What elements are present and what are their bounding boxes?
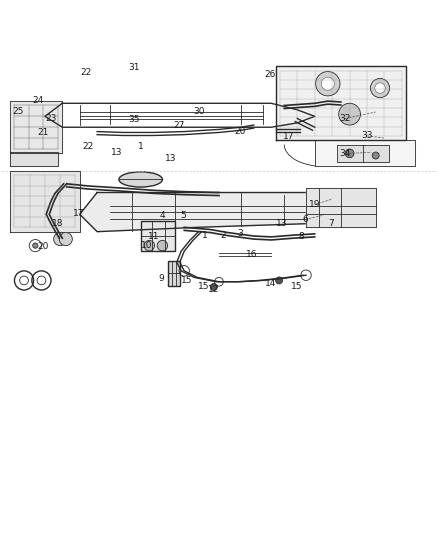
- Circle shape: [371, 78, 390, 98]
- Text: 33: 33: [361, 132, 373, 140]
- Polygon shape: [276, 66, 406, 140]
- Text: 19: 19: [309, 200, 321, 209]
- Text: 31: 31: [128, 63, 140, 72]
- Text: 13: 13: [276, 220, 287, 228]
- Text: 6: 6: [302, 215, 308, 224]
- Text: 17: 17: [283, 132, 294, 141]
- Circle shape: [276, 277, 283, 284]
- Text: 2: 2: [221, 231, 226, 240]
- Circle shape: [157, 240, 168, 251]
- Polygon shape: [10, 171, 80, 232]
- Circle shape: [339, 103, 360, 125]
- Circle shape: [321, 77, 334, 90]
- Text: 9: 9: [159, 274, 164, 283]
- Polygon shape: [80, 192, 371, 232]
- Text: 13: 13: [111, 148, 123, 157]
- Text: 23: 23: [46, 114, 57, 123]
- Text: 4: 4: [159, 211, 165, 220]
- Circle shape: [345, 149, 354, 158]
- Text: 26: 26: [265, 70, 276, 79]
- Text: 11: 11: [148, 231, 159, 240]
- Circle shape: [144, 240, 155, 251]
- Circle shape: [59, 232, 72, 246]
- Text: 7: 7: [328, 220, 334, 228]
- Text: 20: 20: [37, 243, 49, 252]
- Text: 12: 12: [208, 285, 219, 294]
- Bar: [141, 221, 176, 251]
- Text: 17: 17: [73, 209, 85, 218]
- Ellipse shape: [119, 172, 162, 187]
- Text: 18: 18: [52, 220, 64, 228]
- Circle shape: [372, 152, 379, 159]
- Text: 35: 35: [128, 115, 140, 124]
- Text: 21: 21: [37, 128, 49, 137]
- Text: 22: 22: [83, 142, 94, 151]
- Text: 13: 13: [165, 154, 176, 163]
- Text: 30: 30: [194, 108, 205, 117]
- Polygon shape: [306, 188, 376, 228]
- Text: 15: 15: [180, 276, 192, 285]
- Text: 1: 1: [138, 142, 144, 151]
- Polygon shape: [10, 152, 58, 166]
- Text: 10: 10: [141, 241, 153, 250]
- Text: 25: 25: [12, 108, 24, 117]
- Circle shape: [53, 232, 67, 246]
- Text: 22: 22: [81, 68, 92, 77]
- Text: 27: 27: [173, 120, 185, 130]
- Polygon shape: [10, 101, 62, 154]
- Text: 34: 34: [339, 149, 351, 158]
- Circle shape: [33, 243, 38, 248]
- Text: 16: 16: [246, 250, 258, 259]
- Text: 24: 24: [33, 96, 44, 105]
- Text: 3: 3: [237, 229, 243, 238]
- Text: 20: 20: [234, 127, 246, 136]
- Circle shape: [375, 83, 385, 93]
- Bar: [168, 261, 180, 286]
- Circle shape: [316, 71, 340, 96]
- Text: 14: 14: [265, 279, 276, 288]
- Text: 8: 8: [298, 232, 304, 241]
- Polygon shape: [315, 140, 415, 166]
- Bar: [336, 144, 389, 162]
- Text: 32: 32: [339, 114, 351, 123]
- Text: 1: 1: [202, 231, 208, 240]
- Circle shape: [210, 284, 217, 290]
- Text: 15: 15: [291, 281, 302, 290]
- Text: 15: 15: [198, 281, 209, 290]
- Text: 5: 5: [180, 211, 186, 220]
